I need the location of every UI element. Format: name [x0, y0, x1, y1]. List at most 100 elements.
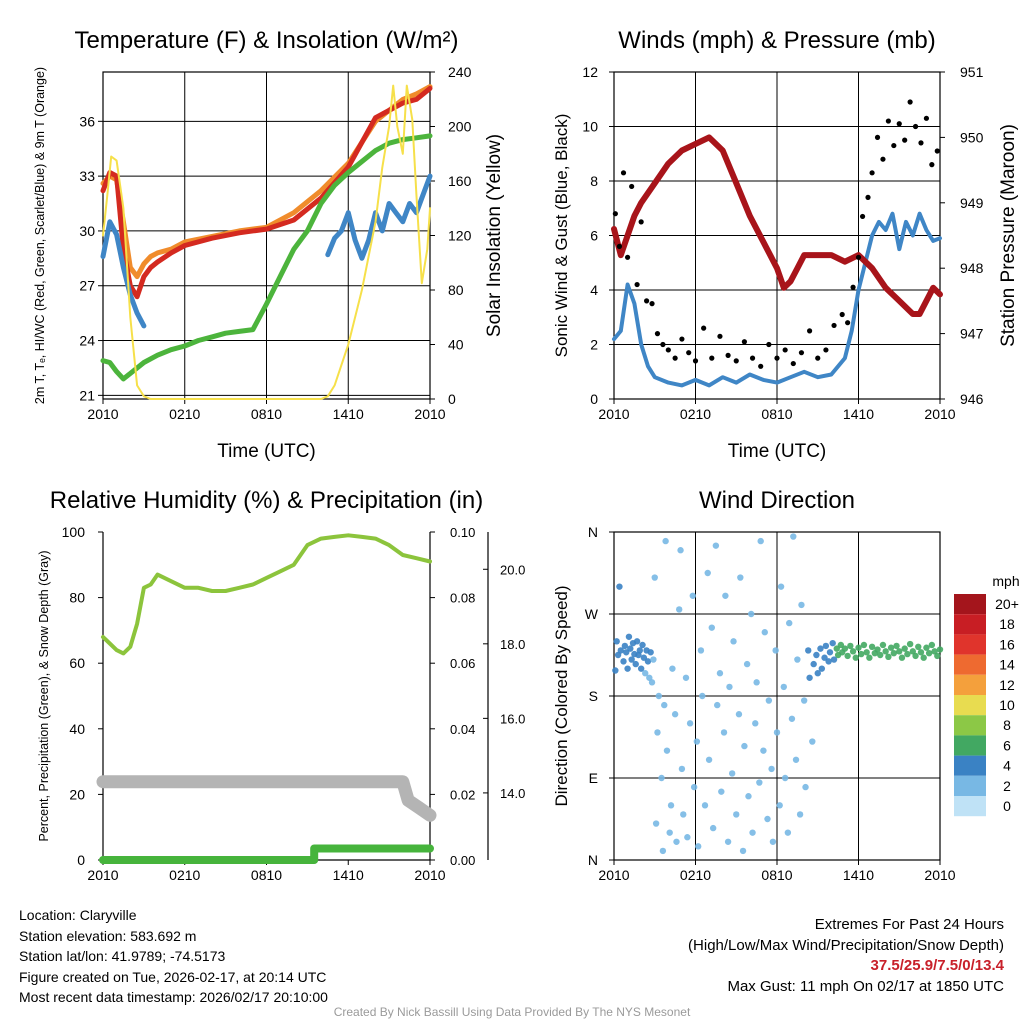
x-tick-label: 2010: [598, 406, 629, 422]
y-axis-label: Percent, Precipitation (Green), & Snow D…: [37, 550, 51, 841]
direction-point: [802, 783, 809, 791]
y-right-tick-label: 200: [448, 119, 472, 135]
y-tick-label: S: [589, 688, 598, 704]
colorbar-tick-label: 12: [999, 677, 1015, 693]
direction-point: [901, 645, 908, 652]
direction-point: [752, 720, 759, 727]
x-tick-label: 0210: [169, 406, 200, 422]
direction-point: [644, 658, 652, 665]
y-tick-label: 21: [79, 387, 95, 403]
y-right-tick-label: 0.04: [450, 722, 475, 737]
colorbar-tick-label: 6: [1003, 737, 1011, 753]
direction-point: [625, 633, 633, 640]
gust-point: [798, 350, 805, 356]
gust-point: [686, 350, 692, 356]
direction-point: [866, 654, 873, 661]
direction-point: [695, 843, 702, 850]
gust-point: [923, 115, 930, 121]
y-tick-label: 36: [79, 113, 95, 129]
max-gust: Max Gust: 11 mph On 02/17 at 1850 UTC: [727, 977, 1004, 995]
direction-point: [805, 647, 812, 654]
colorbar-tick-label: 16: [999, 636, 1015, 652]
direction-point: [753, 679, 760, 686]
y-tick-label: N: [588, 524, 598, 540]
direction-point: [714, 701, 721, 709]
y-right-tick-label: 949: [960, 195, 984, 211]
direction-point: [726, 683, 733, 691]
direction-point: [647, 649, 654, 656]
x-tick-label: 0810: [761, 867, 792, 883]
direction-point: [772, 647, 779, 654]
gust-point: [644, 298, 650, 304]
gust-point: [654, 331, 661, 337]
direction-point: [680, 811, 687, 818]
direction-point: [830, 656, 838, 663]
gust-point: [692, 358, 699, 364]
direction-point: [765, 697, 773, 704]
direction-point: [773, 729, 781, 736]
direction-point: [781, 774, 789, 782]
gust-point: [741, 339, 748, 345]
direction-point: [667, 802, 675, 809]
gust-point: [850, 284, 856, 290]
direction-point: [659, 847, 667, 855]
gust-point: [634, 281, 640, 288]
direction-point: [898, 654, 906, 661]
x-tick-label: 1410: [333, 406, 364, 422]
direction-point: [792, 756, 800, 763]
y-right-tick-label: 0.00: [450, 853, 475, 868]
direction-point: [686, 720, 694, 727]
direction-point: [786, 619, 793, 627]
direction-point: [810, 660, 817, 668]
direction-point: [841, 645, 849, 652]
direction-point: [879, 641, 887, 649]
direction-point: [709, 824, 717, 832]
direction-point: [699, 692, 706, 700]
gust-point: [612, 211, 618, 217]
direction-point: [844, 652, 851, 660]
direction-point: [885, 653, 892, 661]
direction-point: [837, 641, 845, 649]
direction-point: [817, 645, 824, 652]
direction-point: [617, 647, 624, 654]
series-snow-depth-line: [96, 775, 437, 822]
credit-line: Created By Nick Bassill Using Data Provi…: [333, 1005, 691, 1019]
gust-point: [823, 347, 829, 353]
colorbar-label: mph: [992, 573, 1019, 589]
colorbar-swatch: [954, 674, 986, 695]
direction-point: [863, 649, 870, 656]
series-yellow-line: [102, 84, 431, 400]
y-axis-label: Direction (Colored By Speed): [552, 585, 571, 806]
y-axis-label: 2m T, Tₑ, HI/WC (Red, Green, Scarlet/Blu…: [33, 67, 47, 404]
snow-tick-label: 20.0: [500, 562, 525, 577]
direction-point: [730, 638, 737, 645]
y-right-axis-label: Solar Insolation (Yellow): [484, 134, 505, 337]
direction-point: [747, 610, 755, 618]
x-axis-label: Time (UTC): [728, 441, 827, 462]
direction-point: [704, 569, 711, 577]
colorbar-swatch: [954, 735, 986, 756]
direction-point: [757, 537, 764, 545]
x-tick-label: 0210: [680, 867, 711, 883]
direction-point: [890, 649, 898, 657]
y-tick-label: 10: [582, 119, 598, 135]
colorbar-tick-label: 8: [1003, 717, 1011, 733]
station-elevation: Station elevation: 583.692 m: [19, 927, 197, 944]
gust-point: [859, 213, 866, 220]
direction-point: [818, 665, 826, 672]
colorbar-tick-label: 20+: [995, 596, 1019, 612]
x-tick-label: 1410: [333, 867, 364, 883]
direction-point: [673, 838, 680, 845]
direction-point: [917, 649, 925, 656]
direction-point: [642, 670, 649, 677]
gust-point: [717, 333, 723, 339]
direction-point: [690, 783, 698, 791]
colorbar-tick-label: 2: [1003, 778, 1011, 794]
direction-point: [697, 647, 705, 654]
gust-point: [758, 363, 764, 369]
y-tick-label: 80: [69, 590, 85, 606]
direction-point: [628, 656, 635, 663]
direction-point: [912, 652, 919, 660]
gust-point: [749, 355, 756, 361]
chart-title: Temperature (F) & Insolation (W/m²): [74, 27, 458, 54]
